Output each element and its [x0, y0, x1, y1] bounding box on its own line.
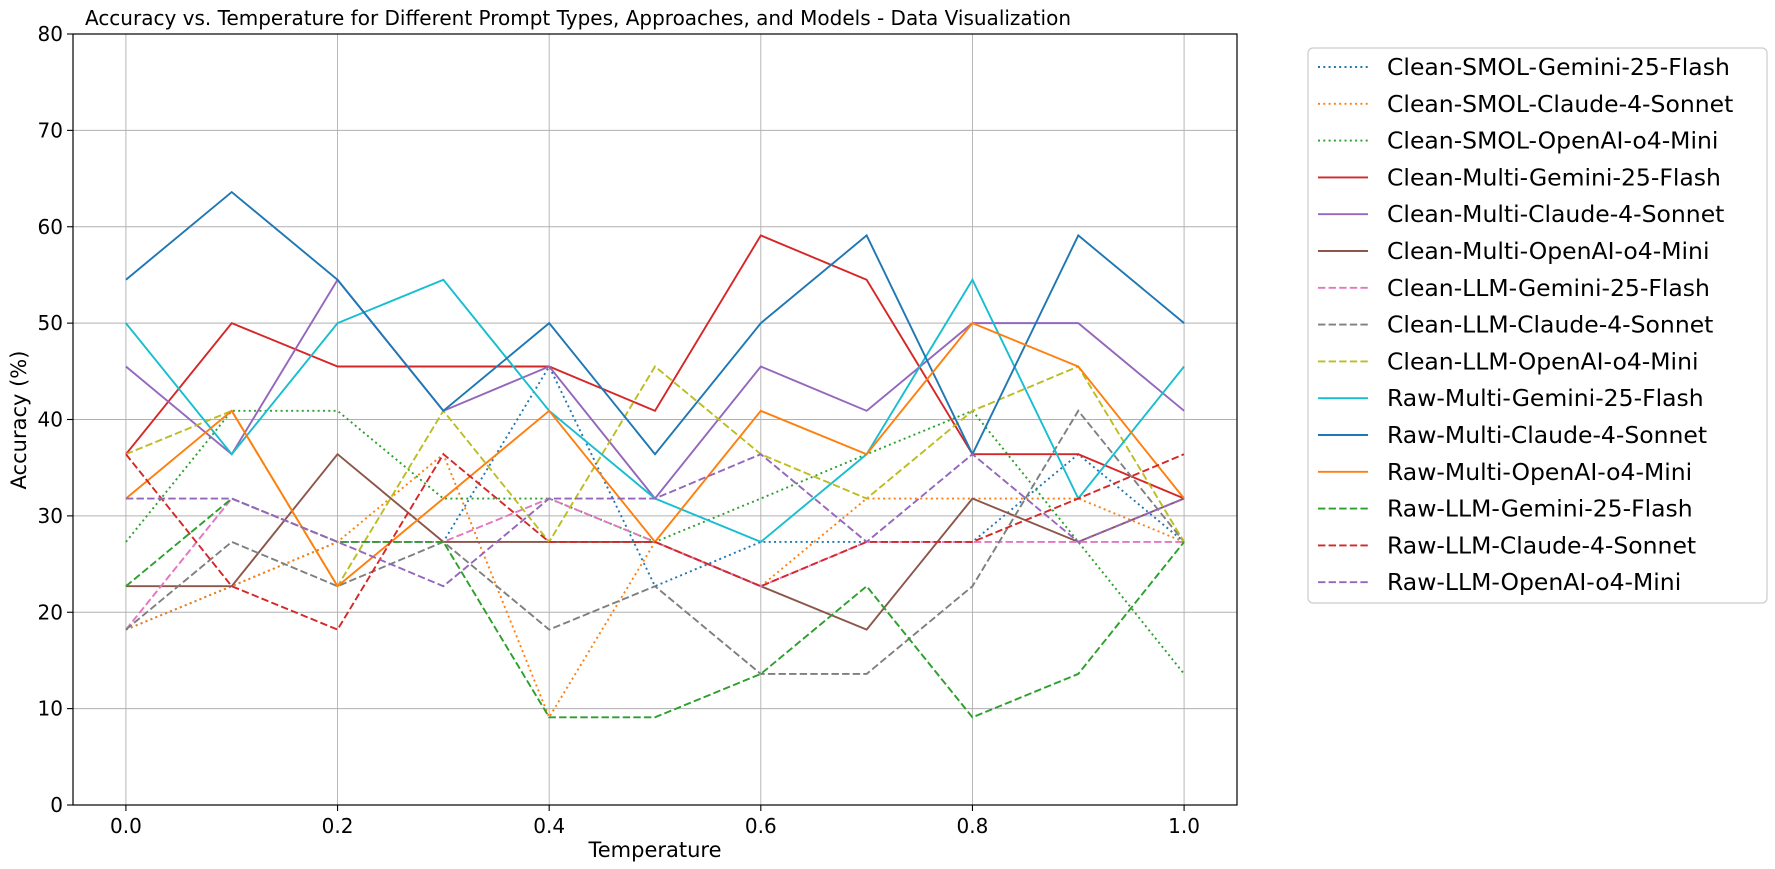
y-tick-label: 70 [38, 118, 63, 142]
legend-label: Clean-SMOL-Claude-4-Sonnet [1387, 90, 1733, 118]
legend-label: Raw-Multi-Gemini-25-Flash [1387, 384, 1704, 412]
chart-title: Accuracy vs. Temperature for Different P… [85, 6, 1071, 30]
legend-label: Clean-LLM-OpenAI-o4-Mini [1387, 347, 1699, 375]
series-line-clean-multi-gemini-25-flash [125, 234, 1185, 500]
legend-label: Clean-SMOL-Gemini-25-Flash [1387, 53, 1730, 81]
x-tick-label: 0.0 [110, 814, 142, 838]
series-line-clean-llm-claude-4-sonnet [125, 409, 1185, 675]
legend-label: Raw-Multi-Claude-4-Sonnet [1387, 421, 1707, 449]
x-tick-label: 1.0 [1168, 814, 1200, 838]
x-tick-label: 0.8 [957, 814, 989, 838]
y-axis-label: Accuracy (%) [7, 351, 31, 490]
y-tick-label: 40 [38, 408, 63, 432]
series-line-raw-multi-claude-4-sonnet [125, 190, 1185, 457]
legend-label: Clean-LLM-Claude-4-Sonnet [1387, 311, 1713, 339]
y-tick-label: 20 [38, 600, 63, 624]
legend-label: Raw-Multi-OpenAI-o4-Mini [1387, 458, 1692, 486]
y-tick-label: 50 [38, 311, 63, 335]
legend-label: Clean-Multi-Gemini-25-Flash [1387, 163, 1721, 191]
legend: Clean-SMOL-Gemini-25-Flash Clean-SMOL-Cla… [1307, 47, 1768, 604]
legend-box [1307, 47, 1768, 604]
series-line-raw-llm-claude-4-sonnet [125, 452, 1185, 631]
legend-label: Raw-LLM-OpenAI-o4-Mini [1387, 568, 1681, 596]
legend-label: Raw-LLM-Claude-4-Sonnet [1387, 531, 1696, 559]
legend-label: Clean-Multi-OpenAI-o4-Mini [1387, 237, 1709, 265]
y-tick-label: 0 [50, 793, 63, 817]
series-line-raw-llm-openai-o4-mini [125, 452, 1185, 588]
x-axis-label: Temperature [587, 838, 721, 862]
x-tick-label: 0.6 [745, 814, 777, 838]
legend-label: Clean-SMOL-OpenAI-o4-Mini [1387, 127, 1718, 155]
y-tick-label: 80 [38, 22, 63, 46]
y-tick-label: 60 [38, 215, 63, 239]
legend-label: Raw-LLM-Gemini-25-Flash [1387, 495, 1693, 523]
y-tick-label: 30 [38, 504, 63, 528]
x-tick-label: 0.4 [533, 814, 565, 838]
y-tick-label: 10 [38, 697, 63, 721]
legend-label: Clean-LLM-Gemini-25-Flash [1387, 274, 1710, 302]
legend-label: Clean-Multi-Claude-4-Sonnet [1387, 200, 1724, 228]
x-tick-label: 0.2 [322, 814, 354, 838]
